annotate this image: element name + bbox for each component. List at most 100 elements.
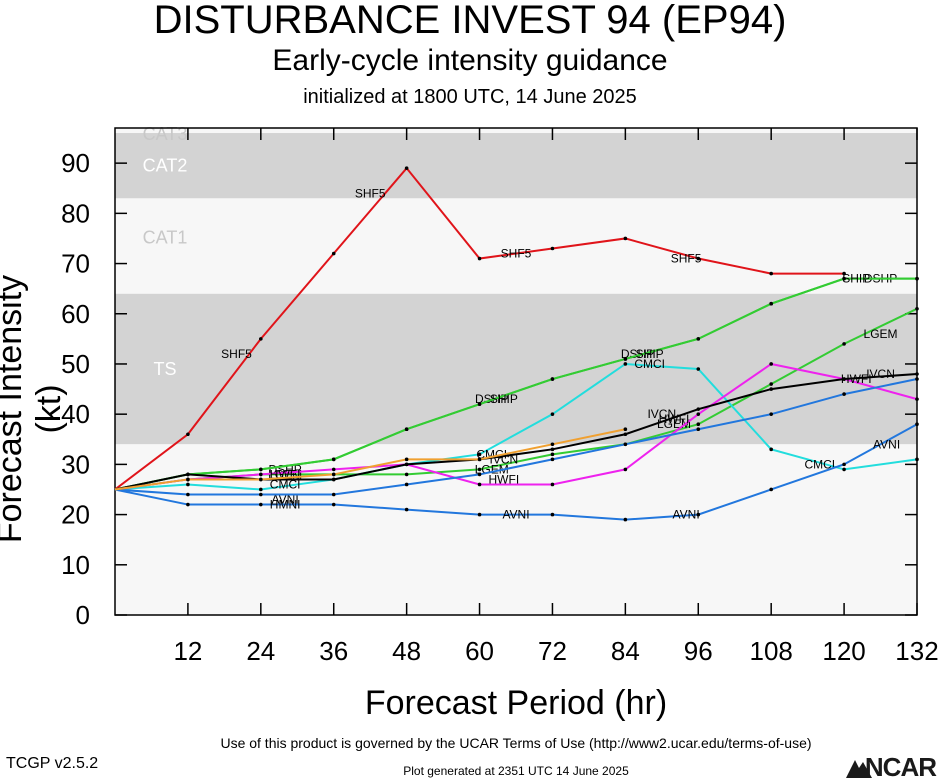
series-point-ivcn xyxy=(769,387,773,391)
band-td xyxy=(115,444,917,615)
series-point-lgem xyxy=(696,422,701,427)
y-tick-label-50: 50 xyxy=(61,349,90,379)
series-point-hmni xyxy=(915,377,919,381)
series-point-ship xyxy=(550,377,555,381)
series-label-cmci: CMCI xyxy=(270,477,301,491)
series-point-shf5 xyxy=(696,256,701,261)
series-point-shf5 xyxy=(623,236,628,241)
series-line-ship xyxy=(114,277,917,491)
series-point-cmci xyxy=(696,367,701,371)
x-tick-label-24: 24 xyxy=(246,636,275,666)
band-cat2 xyxy=(115,133,917,199)
series-point-hmni xyxy=(696,427,701,432)
series-label-avni: AVNI xyxy=(873,437,900,451)
series-point-drcl xyxy=(186,477,190,482)
series-label-ship: SHIP xyxy=(842,272,870,286)
y-tick-label-0: 0 xyxy=(76,600,90,630)
series-point-hwfi xyxy=(623,467,628,472)
series-point-ship xyxy=(623,357,628,361)
series-label-avni: AVNI xyxy=(272,493,299,507)
series-label-hmni: HMNI xyxy=(270,498,301,512)
band-ts xyxy=(115,293,917,445)
series-label-cmci: CMCI xyxy=(804,457,835,471)
series-point-shf5 xyxy=(331,251,336,256)
band-cat1 xyxy=(115,198,917,294)
series-point-ship xyxy=(404,427,409,432)
series-point-cmci xyxy=(477,452,482,457)
series-point-hmni xyxy=(331,492,336,497)
series-point-cmci xyxy=(915,457,919,462)
plot-frame xyxy=(114,127,918,616)
series-line-cmci xyxy=(114,362,918,491)
series-label-avni: AVNI xyxy=(673,508,700,522)
series-point-avni xyxy=(769,487,773,492)
series-line-hmni xyxy=(114,378,918,496)
series-label-cmci: CMCI xyxy=(634,357,665,371)
series-point-avni xyxy=(331,502,336,507)
band-label-ts: TS xyxy=(153,359,176,379)
series-point-ship xyxy=(769,301,773,306)
series-point-drcl xyxy=(550,442,555,447)
series-point-drcl xyxy=(623,427,628,432)
series-label-shf5: SHF5 xyxy=(671,252,702,266)
series-point-cmci xyxy=(623,362,628,366)
series-point-ivcn xyxy=(404,462,409,467)
series-point-lgem xyxy=(915,306,919,311)
series-point-lgem xyxy=(404,472,409,477)
x-tick-label-36: 36 xyxy=(319,636,348,666)
series-label-avni: AVNI xyxy=(502,508,529,522)
x-tick-label-108: 108 xyxy=(749,636,792,666)
series-point-lgem xyxy=(842,342,846,346)
series-label-lgem: LGEM xyxy=(864,327,898,341)
series-point-hmni xyxy=(842,392,846,396)
series-point-ship xyxy=(259,467,263,472)
series-point-ship xyxy=(331,457,336,462)
series-point-ship xyxy=(477,402,482,406)
series-point-hwfi xyxy=(915,397,919,401)
series-point-cmci xyxy=(842,467,846,472)
series-point-cmci xyxy=(769,447,773,452)
series-point-ivcn xyxy=(550,447,555,452)
x-tick-label-12: 12 xyxy=(173,636,202,666)
series-point-drcl xyxy=(331,472,336,477)
y-tick-label-70: 70 xyxy=(61,249,90,279)
series-point-cmci xyxy=(550,412,555,416)
series-point-lgem xyxy=(550,452,555,457)
ncar-logo-icon xyxy=(846,760,872,778)
band-cat3 xyxy=(115,128,917,134)
series-label-shf5: SHF5 xyxy=(221,347,252,361)
y-tick-label-40: 40 xyxy=(61,399,90,429)
series-point-hmni xyxy=(404,482,409,487)
series-point-hmni xyxy=(186,492,190,497)
series-point-lgem xyxy=(769,382,773,386)
y-tick-label-60: 60 xyxy=(61,299,90,329)
series-point-hmni xyxy=(623,442,628,447)
y-tick-label-80: 80 xyxy=(61,198,90,228)
terms-of-use[interactable]: Use of this product is governed by the U… xyxy=(220,735,812,751)
series-point-shf5 xyxy=(477,256,482,261)
band-label-cat3: CAT3 xyxy=(143,124,188,144)
series-point-cmci xyxy=(259,487,263,492)
series-point-avni xyxy=(915,422,919,427)
series-point-shf5 xyxy=(404,166,409,170)
series-point-hmni xyxy=(769,412,773,416)
chart-title: DISTURBANCE INVEST 94 (EP94) xyxy=(153,0,787,42)
series-point-hmni xyxy=(550,457,555,462)
series-point-hwfi xyxy=(477,482,482,487)
series-point-shf5 xyxy=(550,246,555,251)
series-label-ivcn: IVCN xyxy=(647,407,676,421)
series-point-drcl xyxy=(259,477,263,482)
series-point-drcl xyxy=(404,457,409,462)
y-tick-label-10: 10 xyxy=(61,550,90,580)
series-label-ship: SHIP xyxy=(490,392,518,406)
y-tick-label-20: 20 xyxy=(61,500,90,530)
band-label-cat1: CAT1 xyxy=(143,227,188,247)
series-point-hwfi xyxy=(550,482,555,487)
y-tick-label-30: 30 xyxy=(61,449,90,479)
series-point-ivcn xyxy=(842,377,846,381)
series-line-drcl xyxy=(114,428,626,491)
series-point-avni xyxy=(259,502,263,507)
series-point-shf5 xyxy=(259,337,263,341)
series-point-hwfi xyxy=(259,472,263,477)
series-line-hwfi xyxy=(114,362,918,491)
